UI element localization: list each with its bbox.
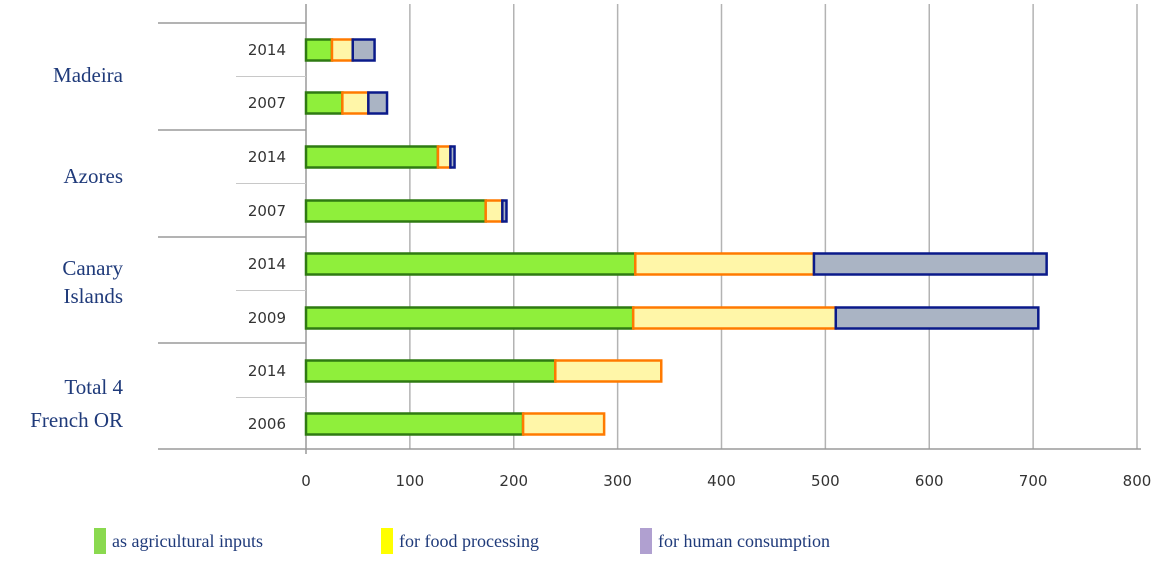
x-tick-labels: 0 100 200 300 400 500 600 700 800 — [301, 472, 1151, 490]
year-labels: 2014 2007 2014 2007 2014 2009 2014 2006 — [248, 41, 286, 433]
bar-segment — [367, 91, 389, 115]
bar-segment — [304, 91, 344, 115]
legend-label-food-processing: for food processing — [399, 530, 539, 551]
bar-segment — [330, 38, 354, 62]
legend-item-human-consumption: for human consumption — [640, 528, 830, 554]
bars — [304, 38, 1048, 436]
x-tick-label: 600 — [915, 472, 944, 490]
bar-segment — [304, 38, 334, 62]
year-label: 2014 — [248, 41, 286, 59]
group-label: Madeira — [53, 63, 124, 87]
bar-segment — [449, 145, 456, 169]
bar-segment — [631, 306, 838, 330]
chart: 2014 2007 2014 2007 2014 2009 2014 2006 Madeira… — [30, 4, 1151, 490]
year-label: 2007 — [248, 202, 286, 220]
year-label: 2007 — [248, 94, 286, 112]
bar-segment — [812, 252, 1048, 276]
bar-segment — [304, 359, 557, 383]
x-tick-label: 200 — [499, 472, 528, 490]
x-tick-label: 300 — [603, 472, 632, 490]
bar-segment — [501, 199, 508, 223]
year-label: 2009 — [248, 309, 286, 327]
group-labels: Madeira Azores Canary Islands Total 4 French … — [30, 63, 123, 432]
legend: as agricultural inputs for food processi… — [0, 528, 1158, 558]
bar-segment — [351, 38, 376, 62]
legend-label-human-consumption: for human consumption — [658, 530, 830, 551]
year-label: 2014 — [248, 255, 286, 273]
bar-segment — [304, 306, 635, 330]
year-label: 2014 — [248, 362, 286, 380]
group-label: Azores — [64, 164, 123, 188]
bar-segment — [304, 199, 487, 223]
legend-swatch-agricultural — [94, 528, 106, 554]
legend-item-food-processing: for food processing — [381, 528, 539, 554]
bar-segment — [341, 91, 370, 115]
legend-swatch-human-consumption — [640, 528, 652, 554]
bar-segment — [304, 145, 440, 169]
group-label: Total 4 French OR — [30, 375, 123, 432]
bar-segment — [554, 359, 663, 383]
x-tick-label: 400 — [707, 472, 736, 490]
x-tick-label: 800 — [1123, 472, 1152, 490]
legend-swatch-food-processing — [381, 528, 393, 554]
legend-item-agricultural: as agricultural inputs — [94, 528, 263, 554]
group-separators — [158, 76, 306, 398]
gridlines — [158, 4, 1141, 454]
legend-label-agricultural: as agricultural inputs — [112, 530, 263, 551]
x-tick-label: 700 — [1019, 472, 1048, 490]
bar-segment — [436, 145, 452, 169]
bar-segment — [834, 306, 1040, 330]
group-label: Canary Islands — [62, 256, 123, 308]
bar-segment — [484, 199, 504, 223]
x-tick-label: 0 — [301, 472, 311, 490]
bar-segment — [634, 252, 816, 276]
x-tick-label: 500 — [811, 472, 840, 490]
year-label: 2014 — [248, 148, 286, 166]
bar-segment — [521, 412, 606, 436]
x-tick-label: 100 — [396, 472, 425, 490]
year-label: 2006 — [248, 415, 286, 433]
bar-segment — [304, 252, 637, 276]
bar-segment — [304, 412, 525, 436]
